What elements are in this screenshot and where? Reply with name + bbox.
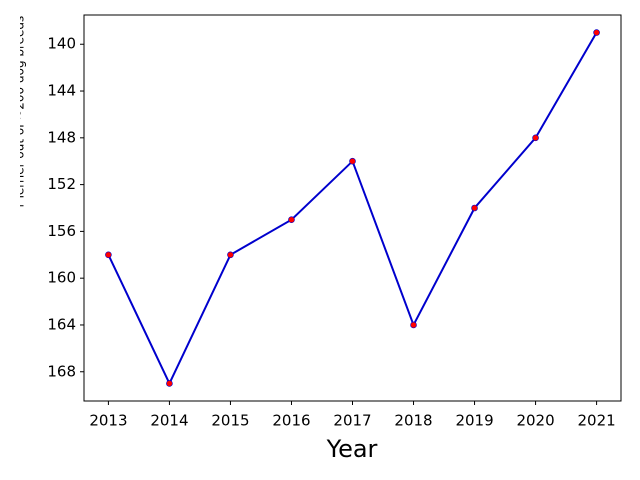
- point: [471, 204, 478, 212]
- y-tick-label: 148: [47, 128, 76, 146]
- x-tick-label: 2020: [516, 412, 554, 430]
- point: [532, 134, 539, 142]
- point: [410, 321, 417, 329]
- point: [227, 251, 234, 259]
- line: [107, 32, 598, 386]
- x-tick-label: 2018: [394, 412, 432, 430]
- x-tick-label: 2021: [577, 412, 615, 430]
- y-tick-label: 168: [47, 362, 76, 380]
- point: [349, 157, 356, 165]
- x-tick-label: 2013: [89, 412, 127, 430]
- y-tick-label: 164: [47, 315, 76, 333]
- x-tick-label: 2019: [455, 412, 493, 430]
- point: [593, 29, 600, 36]
- point: [288, 216, 295, 223]
- plot-frame: [83, 14, 622, 402]
- y-tick-label: 140: [47, 35, 76, 53]
- y-tick-label: 156: [47, 222, 76, 240]
- x-tick-label: 2017: [333, 412, 371, 430]
- y-axis-label: Popularity Rank of the Sealyham Terrier …: [13, 16, 27, 401]
- y-tick-label: 160: [47, 269, 76, 287]
- x-axis-label: Year: [326, 435, 378, 463]
- y-tick-label: 144: [47, 82, 76, 100]
- x-tick-label: 2014: [150, 412, 188, 430]
- x-tick-label: 2016: [272, 412, 310, 430]
- y-tick-label: 152: [47, 175, 76, 193]
- point: [166, 380, 173, 387]
- x-tick-label: 2015: [211, 412, 249, 430]
- point: [105, 251, 112, 259]
